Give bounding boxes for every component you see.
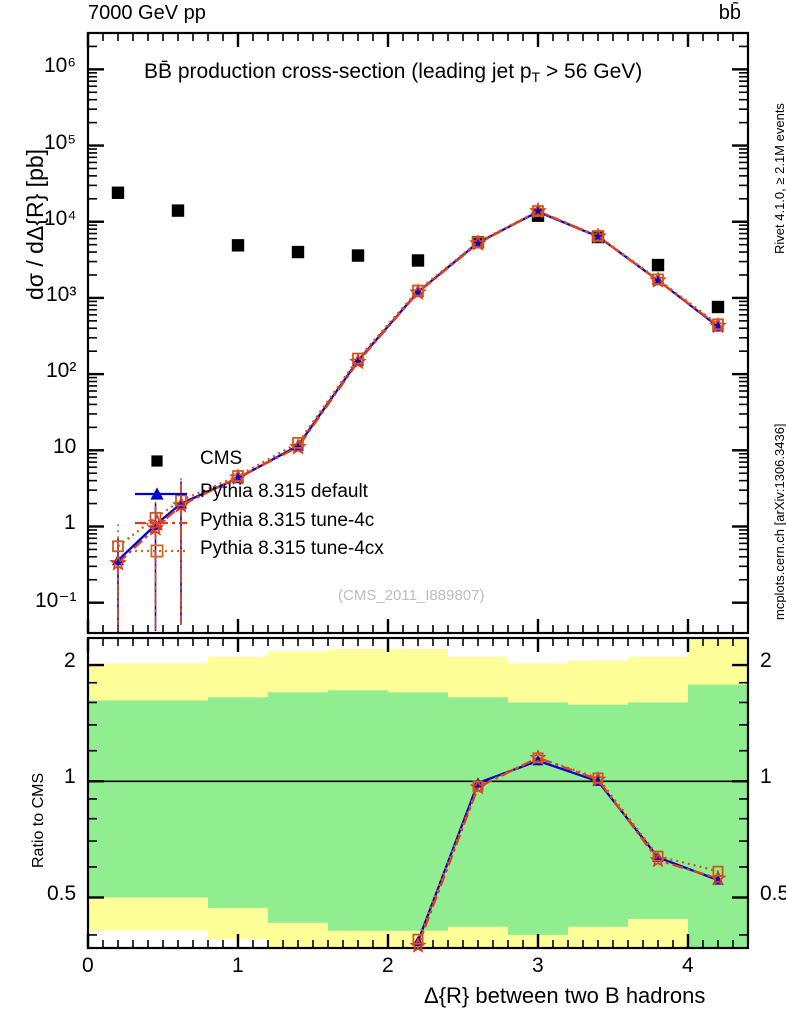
marker-open-square <box>652 850 664 862</box>
ratio-y-tick-label-left: 2 <box>64 649 76 673</box>
legend-item-label: CMS <box>200 448 243 469</box>
marker-open-square <box>472 236 484 249</box>
axis-ticks <box>86 32 749 948</box>
marker-open-square <box>412 284 424 297</box>
ratio-uncertainty-bands <box>88 638 748 948</box>
marker-open-square <box>149 511 162 524</box>
inner-band-segment <box>688 684 748 948</box>
x-tick-label: 4 <box>682 954 694 977</box>
ratio-y-tick-label-right: 2 <box>760 649 772 673</box>
marker-filled-square <box>711 300 725 314</box>
inner-band-segment <box>568 704 628 927</box>
marker-open-square <box>652 273 664 286</box>
header-beam-label: 7000 GeV pp <box>88 2 206 24</box>
plot-title-subscript: T <box>531 69 541 85</box>
marker-open-square <box>175 494 187 507</box>
marker-open-square <box>472 780 484 792</box>
inner-band-segment <box>88 700 148 898</box>
x-tick-label: 1 <box>232 954 244 977</box>
legend-item-label: Pythia 8.315 tune-4c <box>200 510 375 531</box>
ratio-series-markers <box>409 748 727 953</box>
header-process-label: bb̄ <box>718 2 741 24</box>
legend-item-label: Pythia 8.315 tune-4cx <box>200 538 384 559</box>
marker-open-square <box>592 230 604 242</box>
marker-filled-triangle <box>112 554 124 566</box>
marker-open-square <box>292 437 304 449</box>
x-tick-label: 0 <box>82 954 94 977</box>
marker-filled-triangle <box>652 851 664 863</box>
marker-filled-square <box>111 186 125 199</box>
x-tick-label: 2 <box>382 954 394 977</box>
main-y-tick-label: 10⁶ <box>44 54 77 78</box>
analysis-id-watermark: (CMS_2011_I889807) <box>338 587 485 604</box>
inner-band-segment <box>388 692 448 931</box>
marker-open-square <box>352 352 364 365</box>
marker-filled-square <box>411 254 425 267</box>
inner-band-segment <box>448 697 508 927</box>
marker-open-square <box>112 540 124 553</box>
marker-open-square <box>412 933 424 945</box>
ratio-y-tick-label-right: 1 <box>760 765 772 789</box>
main-y-tick-label: 10² <box>46 359 77 383</box>
main-series-markers <box>109 186 727 571</box>
main-panel-frame <box>86 31 750 635</box>
main-y-tick-label: 10⁴ <box>44 206 77 230</box>
marker-open-square <box>712 318 724 331</box>
marker-filled-square <box>651 258 665 272</box>
legend-item-label: Pythia 8.315 default <box>200 481 368 502</box>
marker-filled-square <box>351 249 365 262</box>
main-series-lines <box>117 209 719 631</box>
x-axis-label: Δ{R} between two B hadrons <box>424 983 706 1008</box>
marker-filled-square <box>151 455 163 467</box>
plot-title: BB̄ production cross-section (leading je… <box>144 60 642 85</box>
inner-band-segment <box>148 700 208 898</box>
inner-band-segment <box>268 692 328 923</box>
plot-title-pre: BB̄ production cross-section (leading je… <box>144 60 532 83</box>
marker-open-square <box>232 470 244 482</box>
main-y-tick-label: 1 <box>64 511 76 535</box>
marker-star <box>109 553 127 571</box>
marker-star <box>147 513 167 531</box>
marker-open-square <box>712 865 724 877</box>
ratio-y-tick-label-left: 0.5 <box>47 881 77 905</box>
ratio-y-tick-label-right: 0.5 <box>760 881 786 905</box>
inner-band-segment <box>208 697 268 908</box>
main-y-tick-label: 10 <box>53 435 77 459</box>
inner-band-segment <box>508 702 568 935</box>
main-y-tick-label: 10⁻¹ <box>35 588 77 612</box>
plot-title-post: > 56 GeV) <box>540 60 643 83</box>
legend-glyphs <box>135 455 187 558</box>
inner-band-segment <box>328 690 388 931</box>
marker-open-square <box>532 752 544 764</box>
marker-open-square <box>592 772 604 784</box>
x-tick-label: 3 <box>532 954 544 977</box>
marker-filled-square <box>171 204 185 217</box>
marker-filled-square <box>291 245 305 259</box>
main-y-tick-label: 10³ <box>46 282 77 306</box>
inner-band-segment <box>628 702 688 919</box>
marker-filled-square <box>231 239 245 252</box>
marker-open-square <box>532 205 544 217</box>
marker-filled-triangle <box>150 487 164 500</box>
marker-open-square <box>150 544 164 558</box>
ratio-y-tick-label-left: 1 <box>64 765 76 789</box>
main-y-tick-label: 10⁵ <box>44 130 77 154</box>
